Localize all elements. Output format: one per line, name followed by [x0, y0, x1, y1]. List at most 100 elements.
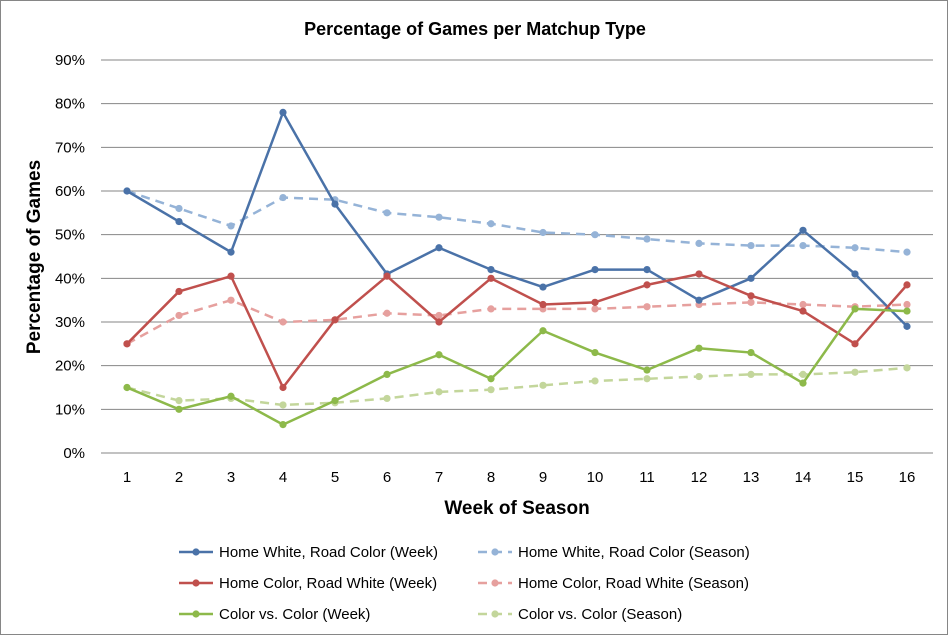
data-point — [903, 248, 911, 256]
data-point — [383, 370, 391, 378]
y-tick-label: 50% — [55, 227, 85, 244]
data-point — [695, 344, 703, 352]
gridlines — [101, 59, 933, 410]
data-point — [175, 405, 183, 413]
data-point — [279, 421, 287, 429]
legend-swatch-marker — [192, 548, 200, 556]
data-point — [175, 311, 183, 320]
data-point — [695, 296, 703, 304]
data-point — [123, 340, 131, 348]
data-point — [383, 272, 391, 280]
data-point — [591, 305, 599, 313]
x-tick-label: 16 — [899, 469, 916, 486]
data-point — [903, 322, 911, 330]
series-line — [126, 189, 908, 254]
x-tick-label: 7 — [435, 469, 443, 486]
data-point — [435, 388, 443, 396]
x-tick-label: 10 — [587, 469, 604, 486]
data-point — [799, 300, 807, 309]
data-point — [643, 235, 651, 243]
data-point — [903, 307, 911, 315]
data-point — [175, 287, 183, 296]
data-point — [227, 272, 235, 280]
data-point — [799, 226, 807, 234]
plot-area — [123, 108, 911, 429]
y-tick-label: 90% — [55, 52, 85, 69]
legend-label: Color vs. Color (Season) — [518, 606, 682, 623]
x-tick-label: 14 — [795, 469, 812, 486]
data-point — [747, 241, 755, 250]
data-point — [539, 228, 547, 237]
data-point — [903, 364, 911, 372]
data-point — [487, 375, 495, 383]
data-point — [279, 108, 287, 116]
data-point — [799, 241, 807, 250]
series-5 — [123, 364, 911, 409]
data-point — [591, 348, 599, 357]
data-point — [279, 401, 287, 409]
data-point — [435, 351, 443, 359]
data-point — [643, 375, 651, 383]
y-tick-label: 30% — [55, 314, 85, 331]
legend-swatch-marker — [491, 610, 499, 618]
legend-item: Home White, Road Color (Week) — [179, 544, 438, 561]
data-point — [799, 307, 807, 315]
data-point — [227, 296, 235, 304]
y-tick-label: 40% — [55, 270, 85, 287]
x-tick-label: 3 — [227, 469, 235, 486]
y-tick-label: 10% — [55, 401, 85, 418]
data-point — [383, 394, 391, 403]
legend-item: Home Color, Road White (Week) — [179, 575, 437, 592]
legend-swatch-marker — [192, 579, 200, 587]
legend-label: Home White, Road Color (Season) — [518, 544, 750, 561]
legend: Home White, Road Color (Week) Home White,… — [179, 544, 750, 623]
x-tick-label: 9 — [539, 469, 547, 486]
data-point — [435, 311, 443, 320]
data-point — [175, 397, 183, 405]
data-point — [903, 281, 911, 289]
data-point — [227, 222, 235, 230]
data-point — [539, 381, 547, 389]
series-line — [126, 272, 908, 389]
data-point — [435, 318, 443, 326]
data-point — [591, 266, 599, 274]
data-point — [331, 200, 339, 208]
data-point — [591, 377, 599, 385]
data-point — [747, 274, 755, 282]
data-point — [591, 298, 599, 306]
data-point — [643, 366, 651, 374]
x-tick-label: 1 — [123, 469, 131, 486]
y-tick-label: 80% — [55, 96, 85, 113]
x-tick-label: 6 — [383, 469, 391, 486]
data-point — [539, 300, 547, 309]
data-point — [747, 348, 755, 357]
data-point — [227, 392, 235, 400]
data-point — [903, 300, 911, 309]
data-point — [279, 193, 287, 202]
legend-label: Home Color, Road White (Season) — [518, 575, 749, 592]
data-point — [175, 217, 183, 226]
data-point — [123, 383, 131, 392]
data-point — [851, 305, 859, 313]
legend-item: Home White, Road Color (Season) — [478, 544, 750, 561]
y-tick-label: 20% — [55, 358, 85, 375]
data-point — [591, 231, 599, 239]
data-point — [383, 309, 391, 317]
data-point — [435, 244, 443, 252]
x-tick-label: 15 — [847, 469, 864, 486]
data-point — [747, 298, 755, 306]
data-point — [799, 370, 807, 378]
data-point — [279, 318, 287, 326]
data-point — [487, 386, 495, 394]
legend-item: Color vs. Color (Week) — [179, 606, 370, 623]
y-tick-label: 0% — [63, 445, 85, 462]
data-point — [643, 303, 651, 311]
data-point — [643, 281, 651, 289]
legend-label: Home Color, Road White (Week) — [219, 575, 437, 592]
legend-swatch-marker — [192, 610, 200, 618]
y-axis-title: Percentage of Games — [24, 160, 45, 354]
legend-label: Color vs. Color (Week) — [219, 606, 370, 623]
data-point — [279, 383, 287, 392]
data-point — [747, 370, 755, 378]
